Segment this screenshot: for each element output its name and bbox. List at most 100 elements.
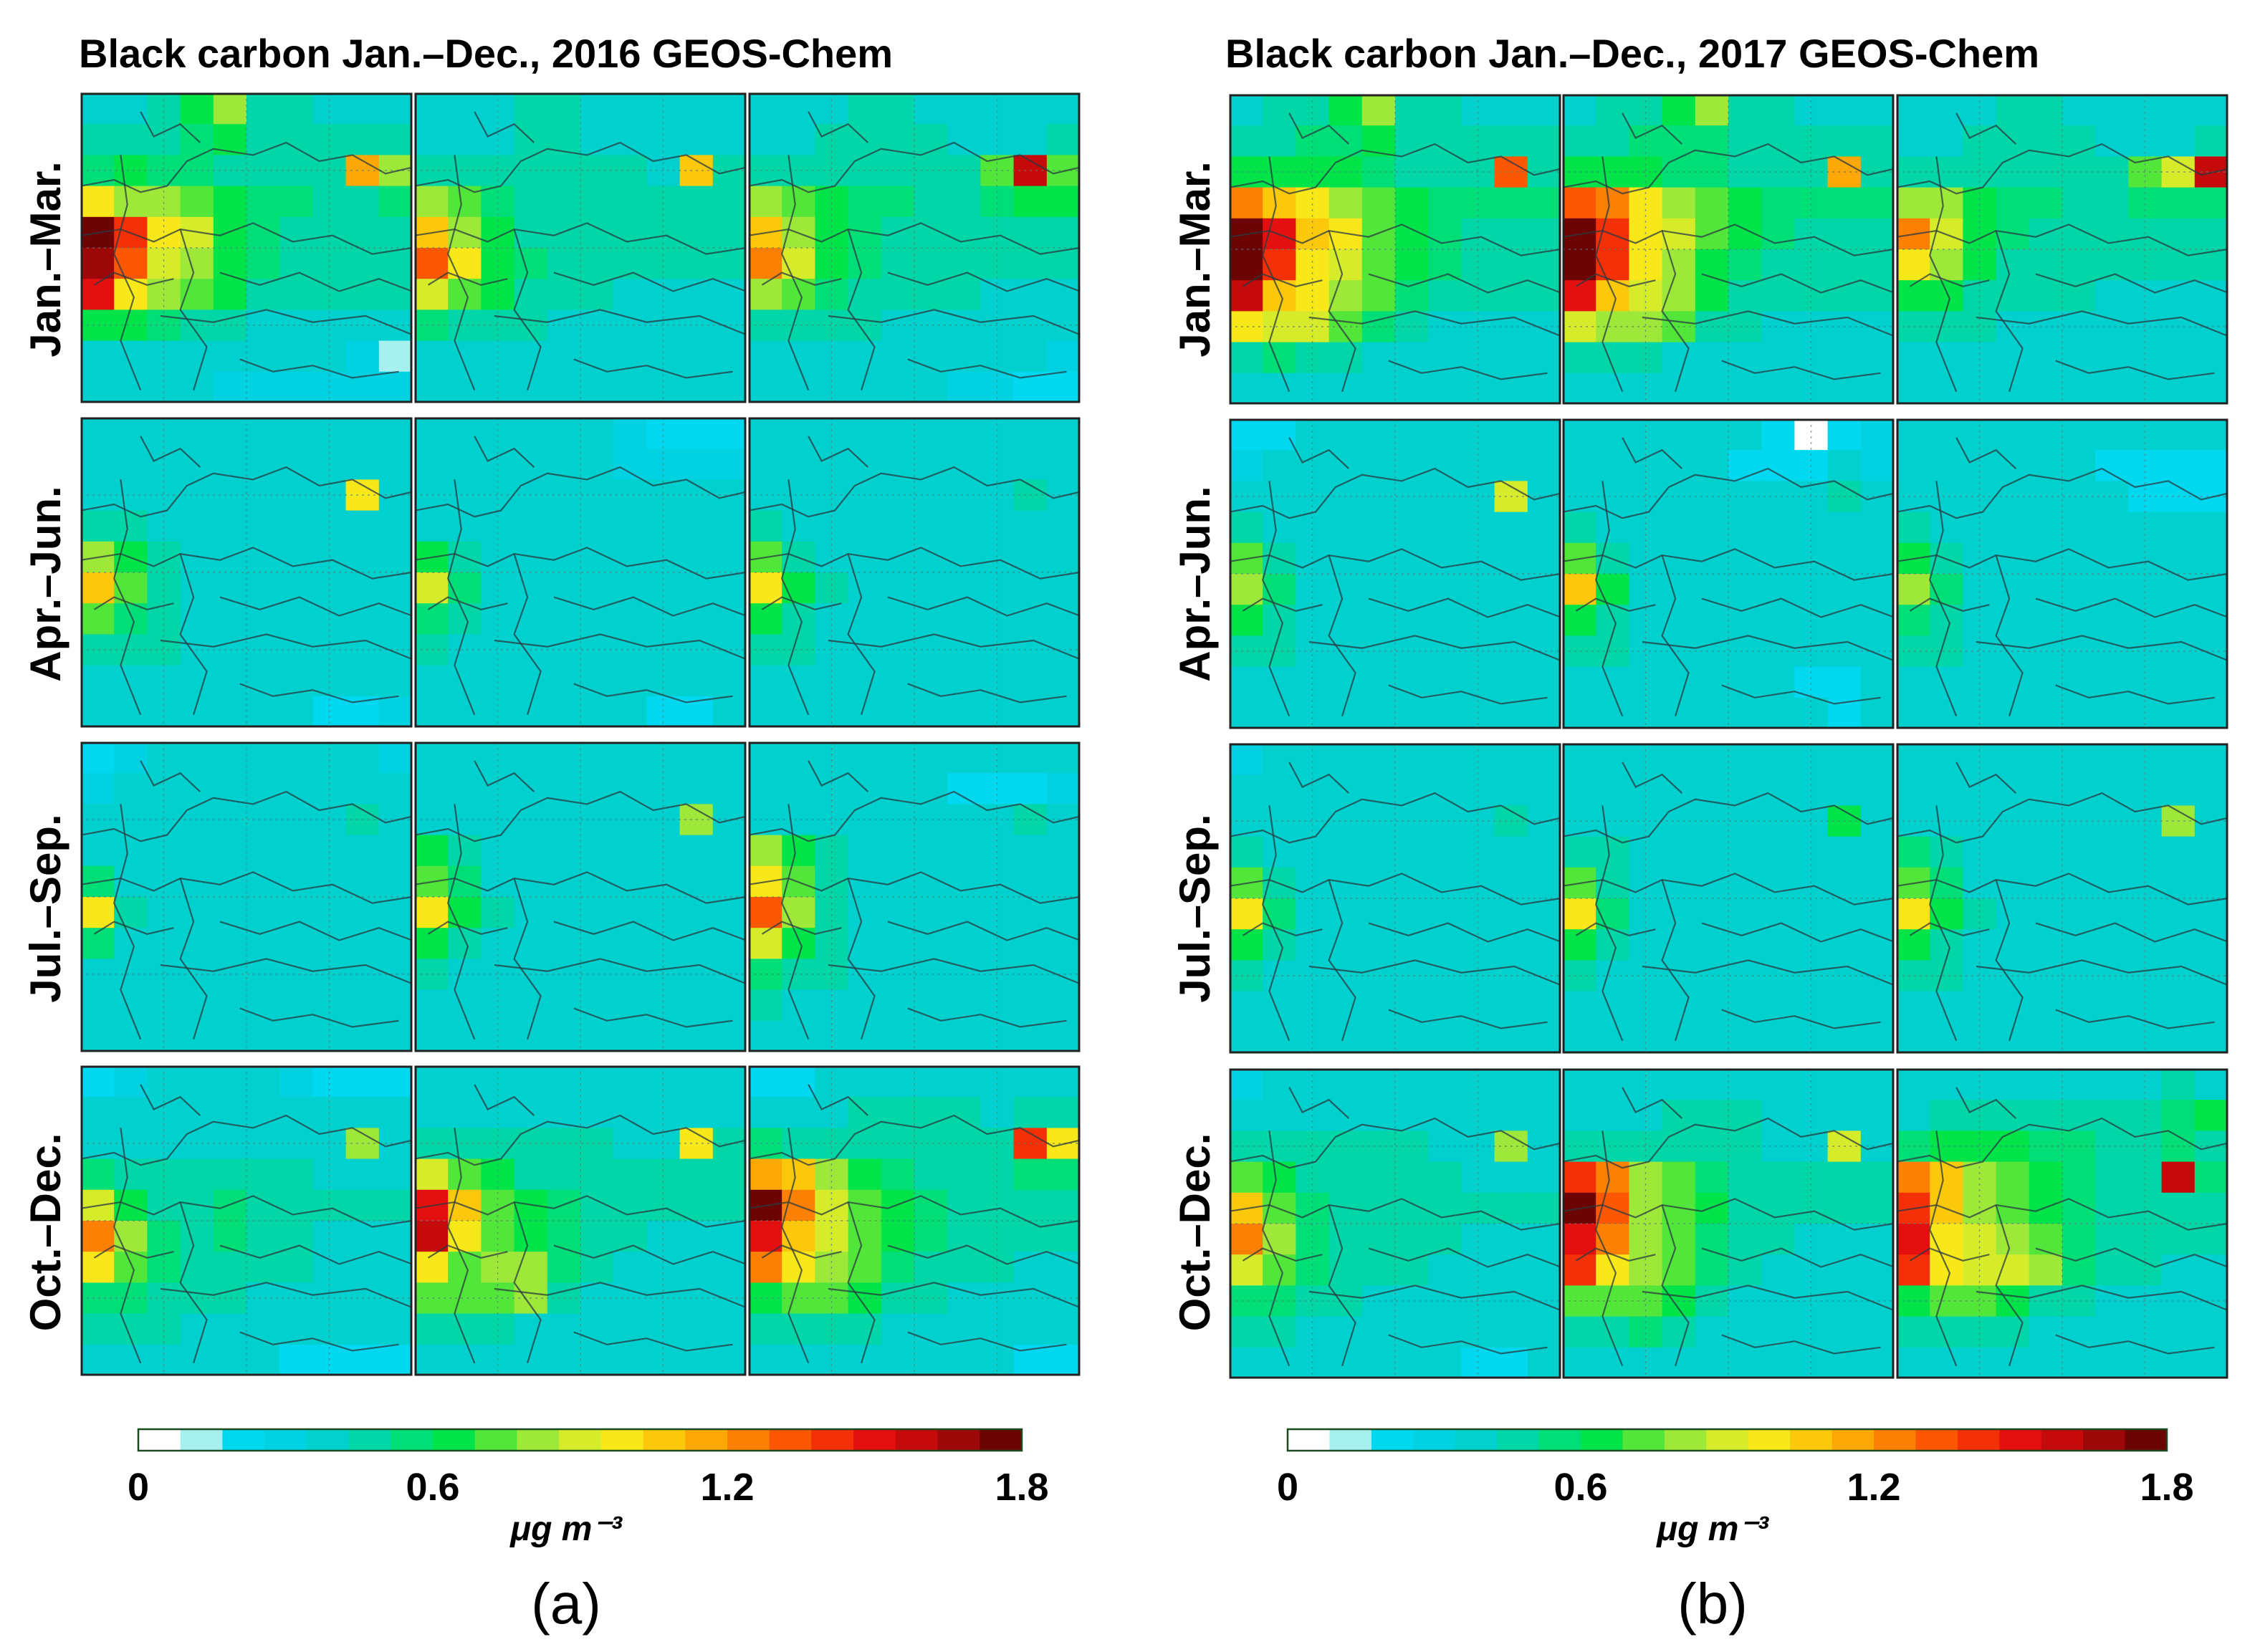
grid-cell: [2128, 249, 2163, 281]
grid-cell: [1827, 666, 1862, 698]
grid-cell: [679, 835, 714, 867]
grid-cell: [1230, 960, 1263, 992]
grid-cell: [1494, 898, 1528, 930]
grid-cell: [378, 248, 412, 279]
country-border: [1701, 1247, 1894, 1268]
grid-cell: [1695, 867, 1729, 899]
grid-cell: [246, 448, 280, 480]
country-border: [474, 111, 535, 143]
grid-cell: [1563, 836, 1596, 868]
grid-cell: [1395, 666, 1429, 698]
grid-cell: [147, 155, 181, 187]
grid-cell: [1296, 481, 1330, 513]
grid-cell: [2062, 1285, 2096, 1317]
grid-cell: [2095, 574, 2129, 605]
country-border: [81, 222, 412, 255]
grid-cell: [2029, 342, 2063, 374]
grid-cell: [345, 897, 380, 928]
grid-cell: [646, 572, 681, 604]
grid-cell: [213, 1189, 247, 1221]
grid-cell: [712, 216, 746, 249]
grid-cell: [378, 1313, 412, 1345]
colorbar-swatch: [937, 1429, 980, 1451]
grid-cell: [1395, 481, 1429, 513]
grid-cell: [2029, 929, 2063, 961]
grid-cell: [246, 309, 280, 342]
grid-cell: [712, 603, 746, 635]
grid-cell: [712, 1189, 746, 1221]
grid-cell: [1897, 342, 1930, 374]
country-border: [219, 921, 412, 941]
colorbar-a-tick-2: 1.2: [700, 1466, 754, 1509]
grid-cell: [279, 418, 313, 449]
grid-cell: [2161, 1224, 2196, 1255]
grid-cell: [81, 835, 115, 867]
grid-cell: [1596, 125, 1629, 157]
grid-cell: [1527, 218, 1561, 250]
country-border: [828, 1282, 1080, 1309]
grid-cell: [2062, 187, 2096, 219]
grid-cell: [448, 959, 482, 991]
grid-cell: [415, 835, 449, 867]
grid-cell: [2194, 1100, 2228, 1131]
grid-cell: [2194, 95, 2228, 126]
grid-cell: [1230, 249, 1263, 281]
grid-cell: [1596, 1022, 1629, 1053]
grid-cell: [448, 1344, 482, 1375]
grid-cell: [81, 989, 115, 1022]
grid-cell: [81, 1252, 115, 1283]
grid-cell: [947, 773, 981, 805]
grid-cell: [782, 773, 815, 805]
grid-cell: [114, 155, 148, 187]
grid-cell: [2062, 311, 2096, 343]
colorbar-swatch: [1538, 1429, 1581, 1451]
country-border: [140, 1084, 201, 1116]
grid-cell: [1046, 1097, 1080, 1128]
grid-cell: [448, 309, 482, 342]
grid-cell: [1527, 1316, 1561, 1348]
grid-cell: [448, 835, 482, 867]
grid-cell: [1461, 898, 1495, 930]
grid-cell: [415, 1066, 449, 1098]
grid-cell: [246, 186, 280, 218]
grid-cell: [1963, 311, 1997, 343]
grid-cell: [1695, 991, 1729, 1023]
grid-cell: [147, 634, 181, 666]
country-border: [749, 790, 1080, 842]
colorbar-swatch: [600, 1429, 644, 1451]
grid-cell: [848, 1066, 882, 1098]
grid-cell: [180, 572, 214, 604]
grid-cell: [1930, 156, 1963, 188]
grid-cell: [514, 510, 548, 542]
grid-cell: [279, 572, 313, 604]
country-border: [2035, 1247, 2228, 1268]
grid-cell: [1263, 1130, 1296, 1163]
country-border: [808, 760, 869, 792]
grid-cell: [415, 248, 449, 279]
country-border: [140, 111, 201, 143]
grid-cell: [1230, 125, 1263, 157]
grid-cell: [1563, 1347, 1596, 1378]
colorbar-swatch: [559, 1429, 602, 1451]
grid-cell: [514, 93, 548, 125]
grid-cell: [1263, 805, 1296, 837]
grid-cell: [1046, 1313, 1080, 1345]
grid-cell: [1046, 309, 1080, 342]
grid-cell: [712, 1097, 746, 1128]
grid-cell: [1230, 898, 1263, 930]
grid-cell: [1263, 1161, 1296, 1194]
country-border: [1575, 597, 1656, 612]
colorbar-swatch: [1874, 1429, 1917, 1451]
grid-cell: [1897, 95, 1930, 126]
country-border: [828, 633, 1080, 661]
grid-cell: [246, 1158, 280, 1191]
grid-cell: [1361, 249, 1396, 281]
grid-cell: [1395, 311, 1429, 343]
grid-cell: [1728, 805, 1762, 837]
grid-cell: [2161, 1316, 2196, 1348]
grid-cell: [1629, 481, 1663, 513]
grid-cell: [1361, 867, 1396, 899]
grid-cell: [481, 479, 515, 512]
grid-cell: [1761, 805, 1795, 837]
grid-cell: [2062, 805, 2096, 837]
